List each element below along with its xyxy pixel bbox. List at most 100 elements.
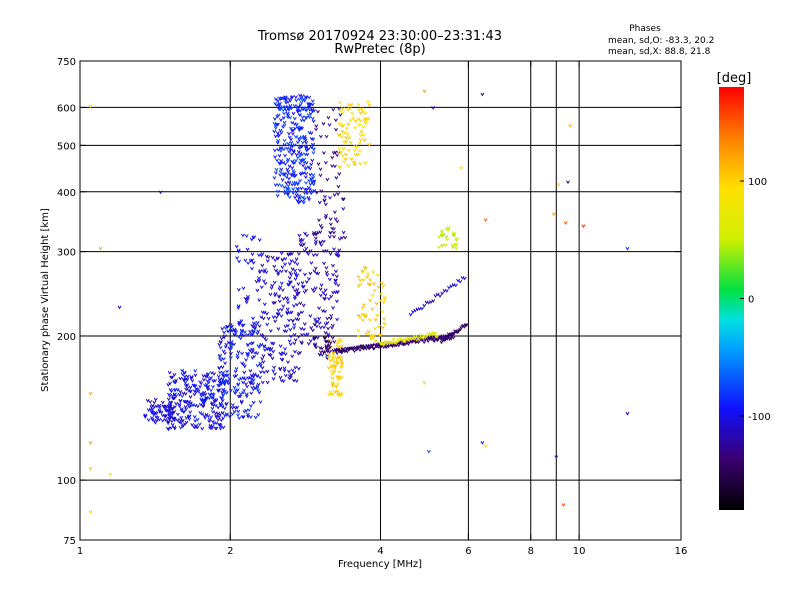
data-point <box>456 278 460 283</box>
data-point <box>279 183 284 188</box>
data-point <box>222 406 227 411</box>
data-point <box>298 237 303 242</box>
data-point <box>321 239 326 244</box>
data-point <box>258 370 263 375</box>
data-point <box>202 400 207 404</box>
data-point <box>221 416 226 421</box>
data-point <box>224 402 229 407</box>
data-point <box>288 280 293 285</box>
data-point <box>320 353 325 357</box>
data-point <box>483 444 488 449</box>
data-point <box>367 318 372 323</box>
data-point <box>287 276 292 280</box>
data-point <box>278 285 283 289</box>
data-point <box>431 338 436 343</box>
data-point <box>435 292 440 297</box>
data-point <box>306 196 311 200</box>
data-point <box>214 415 219 420</box>
data-point <box>310 109 315 113</box>
data-point <box>289 334 293 339</box>
data-point <box>439 340 444 345</box>
data-point <box>218 340 223 344</box>
colorbar-tick-label: 0 <box>748 295 754 306</box>
data-point <box>194 387 199 391</box>
data-point <box>336 192 340 196</box>
data-point <box>273 372 277 377</box>
data-point <box>335 361 340 365</box>
data-point <box>336 355 341 360</box>
data-point <box>322 199 327 203</box>
x-tick-label: 1 <box>77 546 83 557</box>
data-point <box>108 472 113 477</box>
data-point <box>319 283 324 288</box>
data-point <box>451 245 455 250</box>
data-point <box>260 310 265 315</box>
data-point <box>236 409 241 414</box>
data-point <box>293 195 298 200</box>
data-point <box>313 236 318 241</box>
data-point <box>313 322 317 327</box>
y-tick-label: 400 <box>57 188 76 199</box>
data-point <box>302 242 306 246</box>
data-point <box>335 219 340 224</box>
data-point <box>426 449 431 454</box>
data-point <box>329 294 334 299</box>
data-point <box>285 307 290 312</box>
data-point <box>426 332 431 336</box>
data-point <box>400 338 405 343</box>
data-point <box>173 387 178 392</box>
data-point <box>324 344 329 348</box>
data-point <box>289 126 293 131</box>
data-point <box>337 146 342 151</box>
data-point <box>229 328 233 333</box>
data-point <box>179 420 183 425</box>
data-point <box>293 126 298 131</box>
data-point <box>289 152 294 157</box>
data-point <box>362 303 367 308</box>
data-point <box>278 146 283 151</box>
data-point <box>201 401 206 406</box>
data-point <box>270 255 275 260</box>
data-point <box>295 182 300 187</box>
data-point <box>293 271 298 276</box>
data-point <box>343 157 348 162</box>
data-point <box>273 258 278 263</box>
data-point <box>221 393 225 397</box>
y-tick-label: 600 <box>57 103 76 114</box>
data-point <box>195 425 200 430</box>
data-point <box>310 116 315 121</box>
data-point <box>298 103 303 107</box>
data-point <box>232 342 236 347</box>
data-point <box>352 160 357 164</box>
data-point <box>275 312 280 316</box>
data-point <box>367 103 372 108</box>
data-point <box>368 298 372 303</box>
data-point <box>293 294 297 299</box>
data-point <box>180 372 185 377</box>
data-point <box>337 165 342 170</box>
data-point <box>248 375 253 380</box>
data-point <box>287 164 292 169</box>
data-point <box>330 382 335 387</box>
x-tick-label: 4 <box>377 546 383 557</box>
data-point <box>328 345 333 350</box>
data-point <box>182 374 187 379</box>
data-point <box>238 336 243 341</box>
data-point <box>253 386 258 390</box>
data-point <box>367 282 372 287</box>
data-point <box>442 338 447 342</box>
data-point <box>402 342 407 346</box>
data-point <box>276 270 281 275</box>
data-point <box>242 370 247 375</box>
data-point <box>307 178 312 183</box>
data-point <box>314 324 319 329</box>
data-point <box>292 116 297 121</box>
data-point <box>347 136 352 140</box>
data-point <box>331 290 336 295</box>
data-point <box>268 329 273 333</box>
data-point <box>299 118 304 123</box>
x-axis-label: Frequency [MHz] <box>338 559 422 570</box>
data-point <box>426 339 431 344</box>
data-point <box>353 125 358 130</box>
data-point <box>243 258 248 263</box>
